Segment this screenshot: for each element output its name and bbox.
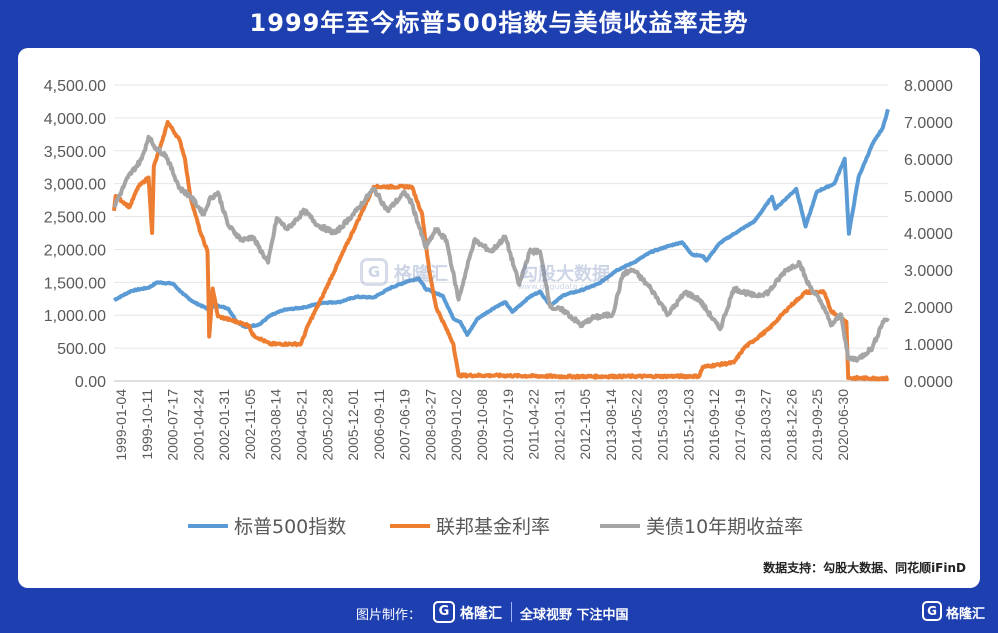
legend-label: 美债10年期收益率 xyxy=(646,516,803,538)
x-tick-label: 2019-09-25 xyxy=(809,389,825,461)
x-tick-label: 2015-03-03 xyxy=(655,389,671,461)
watermark-url: www.gogudata.com xyxy=(518,282,598,291)
x-tick-label: 1999-01-04 xyxy=(113,389,129,461)
x-tick-label: 2012-11-05 xyxy=(577,389,593,460)
data-source: 数据支持：勾股大数据、同花顺iFinD xyxy=(763,561,966,575)
y-left-tick-label: 3,500.00 xyxy=(44,144,106,161)
fed-rate-line xyxy=(112,120,890,382)
y-right-tick-label: 3.0000 xyxy=(904,263,953,280)
watermark-right-text: 勾股大数据 xyxy=(520,264,610,285)
sp500-line xyxy=(112,108,890,337)
y-right-tick-label: 1.0000 xyxy=(904,337,953,354)
x-tick-label: 2011-04-22 xyxy=(526,389,542,460)
x-tick-label: 2014-05-22 xyxy=(629,389,645,461)
x-tick-label: 2006-09-11 xyxy=(371,389,387,460)
page-title: 1999年至今标普500指数与美债收益率走势 xyxy=(249,9,749,37)
x-tick-label: 2005-12-01 xyxy=(345,389,361,461)
x-tick-label: 2000-07-17 xyxy=(165,389,181,461)
x-tick-label: 2020-06-30 xyxy=(835,389,851,461)
legend-label: 联邦基金利率 xyxy=(436,516,550,538)
x-tick-label: 2018-12-26 xyxy=(783,389,799,461)
legend-label: 标普500指数 xyxy=(234,516,346,538)
x-tick-label: 2015-12-03 xyxy=(680,389,696,461)
footer-slogan: 全球视野 下注中国 xyxy=(520,608,629,623)
y-left-tick-label: 2,500.00 xyxy=(44,210,106,227)
x-tick-label: 2004-05-21 xyxy=(294,389,310,461)
footer: 图片制作： G 格隆汇 全球视野 下注中国 G 格隆汇 xyxy=(0,592,998,633)
x-tick-label: 2010-07-19 xyxy=(500,389,516,461)
x-tick-label: 2002-11-05 xyxy=(242,389,258,460)
y-left-tick-label: 1,500.00 xyxy=(44,275,106,292)
x-tick-label: 2005-02-28 xyxy=(319,389,335,461)
x-tick-label: 2013-08-14 xyxy=(603,389,619,461)
footer-logo-icon: G xyxy=(433,601,455,623)
y-right-tick-label: 5.0000 xyxy=(904,189,953,206)
y-right-tick-label: 2.0000 xyxy=(904,300,953,317)
y-right-tick-label: 6.0000 xyxy=(904,152,953,169)
corner-logo-icon: G xyxy=(922,601,942,621)
y-left-tick-label: 3,000.00 xyxy=(44,177,106,194)
x-tick-label: 2009-01-02 xyxy=(448,389,464,461)
x-tick-label: 2018-03-27 xyxy=(758,389,774,461)
x-tick-label: 2008-03-27 xyxy=(422,389,438,461)
watermark-logo-icon: G xyxy=(360,258,388,286)
footer-made-by: 图片制作： xyxy=(356,608,422,623)
y-left-tick-label: 2,000.00 xyxy=(44,242,106,259)
x-tick-label: 2007-06-19 xyxy=(397,389,413,461)
x-tick-label: 2009-10-08 xyxy=(474,389,490,461)
chart-panel: 0.00 500.00 1,000.00 1,500.00 2,000.00 2,500.… xyxy=(18,48,980,588)
footer-brand: 格隆汇 xyxy=(460,606,502,622)
footer-divider xyxy=(511,602,512,622)
y-left-tick-label: 4,500.00 xyxy=(44,78,106,95)
x-tick-label: 2012-01-31 xyxy=(551,389,567,461)
x-tick-label: 2001-04-24 xyxy=(190,389,206,461)
y-right-tick-label: 0.0000 xyxy=(904,374,953,391)
x-tick-label: 2017-06-19 xyxy=(732,389,748,461)
x-tick-label: 1999-10-11 xyxy=(139,389,155,460)
corner-brand: 格隆汇 xyxy=(946,607,986,622)
x-tick-label: 2003-08-14 xyxy=(268,389,284,461)
y-left-tick-label: 4,000.00 xyxy=(44,111,106,128)
ust10y-line xyxy=(112,134,890,363)
y-right-tick-label: 7.0000 xyxy=(904,115,953,132)
y-left-tick-label: 500.00 xyxy=(57,341,106,358)
chart-svg: 0.00 500.00 1,000.00 1,500.00 2,000.00 2,500.… xyxy=(44,78,953,538)
y-left-tick-label: 1,000.00 xyxy=(44,308,106,325)
y-right-tick-label: 8.0000 xyxy=(904,78,953,95)
x-tick-label: 2016-09-12 xyxy=(706,389,722,461)
y-right-tick-label: 4.0000 xyxy=(904,226,953,243)
x-tick-label: 2002-01-31 xyxy=(216,389,232,461)
watermark-left-text: 格隆汇 xyxy=(394,264,448,285)
y-left-tick-label: 0.00 xyxy=(75,374,106,391)
